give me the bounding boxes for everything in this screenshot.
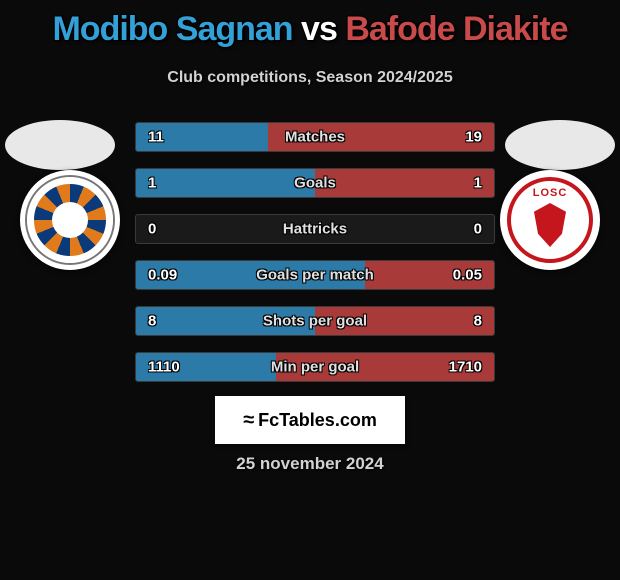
player2-value: 0 [474,221,482,238]
stat-row: 0 0 Hattricks [135,214,495,244]
fctables-text: FcTables.com [258,410,377,431]
player2-name: Bafode Diakite [345,10,567,48]
player1-value: 1110 [148,359,180,376]
player1-value: 8 [148,313,156,330]
player2-club-logo: LOSC [500,170,600,270]
stat-row: 0.09 0.05 Goals per match [135,260,495,290]
subtitle: Club competitions, Season 2024/2025 [0,69,620,87]
player1-value: 11 [148,129,164,146]
player2-value: 19 [465,129,482,146]
player2-value: 0.05 [453,267,482,284]
player1-photo-slot [5,120,115,170]
stat-row: 11 19 Matches [135,122,495,152]
montpellier-logo-icon [27,177,113,263]
player1-club-logo [20,170,120,270]
vs-text: vs [301,10,337,48]
stat-row: 1110 1710 Min per goal [135,352,495,382]
fctables-logo-icon: ≈ [243,409,254,432]
player1-value: 0 [148,221,156,238]
stat-label: Matches [285,129,345,146]
player2-bar [315,169,494,197]
stat-row: 1 1 Goals [135,168,495,198]
stat-label: Min per goal [271,359,359,376]
player2-photo-slot [505,120,615,170]
stat-label: Hattricks [283,221,347,238]
player2-value: 1710 [449,359,482,376]
player2-value: 1 [474,175,482,192]
stat-label: Goals per match [256,267,374,284]
comparison-title: Modibo Sagnan vs Bafode Diakite [0,0,620,49]
lille-logo-icon: LOSC [507,177,593,263]
stat-row: 8 8 Shots per goal [135,306,495,336]
stats-table: 1119Matches11Goals00Hattricks0.090.05Goa… [135,122,495,398]
date-text: 25 november 2024 [0,454,620,474]
stat-label: Goals [294,175,336,192]
player2-value: 8 [474,313,482,330]
player1-name: Modibo Sagnan [52,10,292,48]
player1-bar [136,169,315,197]
player1-value: 0.09 [148,267,177,284]
stat-label: Shots per goal [263,313,367,330]
fctables-badge[interactable]: ≈ FcTables.com [215,396,405,444]
player1-value: 1 [148,175,156,192]
